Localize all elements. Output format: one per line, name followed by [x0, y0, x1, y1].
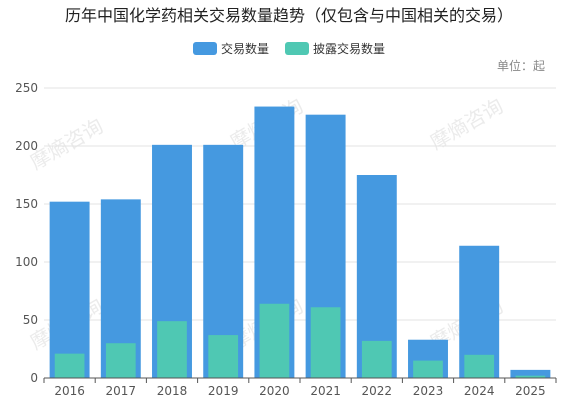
bar-disclosed-2024 — [464, 354, 495, 378]
bar-deals-2025 — [510, 369, 551, 378]
y-tick-label: 250 — [15, 81, 38, 95]
bar-disclosed-2018 — [157, 321, 187, 378]
legend-swatch-deals — [192, 42, 217, 55]
bar-disclosed-2017 — [105, 343, 136, 378]
bar-disclosed-2020 — [259, 303, 290, 378]
y-tick-label: 200 — [15, 139, 38, 153]
x-tick-label: 2023 — [413, 384, 444, 398]
y-tick-label: 150 — [15, 197, 38, 211]
y-tick-label: 50 — [23, 313, 38, 327]
y-tick-label: 0 — [30, 371, 38, 385]
x-tick-label: 2024 — [464, 384, 495, 398]
x-tick-label: 2020 — [259, 384, 290, 398]
x-tick-label: 2019 — [208, 384, 239, 398]
chart-title: 历年中国化学药相关交易数量趋势（仅包含与中国相关的交易） — [64, 6, 513, 25]
x-tick-label: 2021 — [310, 384, 341, 398]
legend-swatch-disclosed — [285, 42, 309, 55]
legend-label-disclosed: 披露交易数量 — [313, 42, 386, 56]
watermark-text: 摩熵咨询 — [426, 94, 507, 155]
legend-item-deals[interactable]: 交易数量 — [192, 40, 269, 57]
bar-disclosed-2019 — [208, 335, 239, 378]
bar-disclosed-2021 — [310, 307, 341, 378]
x-tick-label: 2018 — [157, 384, 188, 398]
x-tick-label: 2016 — [54, 384, 85, 398]
x-tick-label: 2017 — [106, 384, 137, 398]
legend-item-disclosed[interactable]: 披露交易数量 — [285, 40, 385, 57]
bar-disclosed-2016 — [54, 353, 85, 378]
y-tick-label: 100 — [15, 255, 38, 269]
bar-disclosed-2023 — [413, 360, 443, 378]
x-tick-label: 2025 — [515, 384, 546, 398]
x-tick-label: 2022 — [362, 384, 393, 398]
bar-disclosed-2022 — [361, 340, 392, 378]
legend-label-deals: 交易数量 — [220, 42, 269, 56]
legend: 交易数量 披露交易数量 — [0, 40, 578, 57]
bar-deals-2016 — [49, 201, 90, 378]
bar-disclosed-2025 — [515, 375, 546, 378]
unit-label: 单位：起 — [496, 59, 545, 73]
watermark-text: 摩熵咨询 — [26, 114, 107, 175]
